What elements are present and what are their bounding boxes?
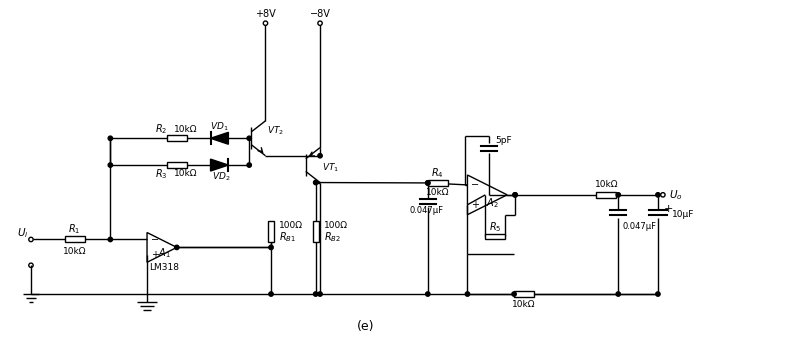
Text: $R_2$: $R_2$ [155, 122, 167, 136]
Text: $VT_2$: $VT_2$ [267, 124, 285, 137]
Circle shape [466, 292, 470, 296]
Text: 0.047μF: 0.047μF [622, 222, 656, 231]
Circle shape [108, 163, 113, 167]
Text: 10kΩ: 10kΩ [594, 180, 618, 189]
Text: $A_1$: $A_1$ [158, 246, 170, 260]
Text: $R_5$: $R_5$ [489, 221, 502, 235]
Circle shape [513, 193, 518, 197]
Bar [597, 192, 616, 198]
Circle shape [656, 292, 660, 296]
Text: 10kΩ: 10kΩ [426, 188, 450, 197]
Text: $R_3$: $R_3$ [155, 167, 167, 181]
Text: 10μF: 10μF [672, 210, 694, 219]
Bar [167, 162, 186, 168]
Text: +: + [664, 204, 674, 214]
Text: +: + [151, 250, 159, 260]
Text: $VD_2$: $VD_2$ [212, 171, 230, 183]
Circle shape [426, 292, 430, 296]
Bar [313, 221, 318, 243]
Circle shape [616, 292, 621, 296]
Circle shape [247, 136, 251, 141]
Circle shape [174, 245, 179, 250]
Polygon shape [210, 132, 228, 144]
Text: 10kΩ: 10kΩ [174, 169, 198, 179]
Circle shape [314, 292, 318, 296]
Text: −8V: −8V [310, 9, 330, 19]
Circle shape [426, 181, 430, 185]
Bar [65, 237, 85, 243]
Text: 10kΩ: 10kΩ [63, 247, 86, 256]
Circle shape [108, 136, 113, 141]
Circle shape [512, 292, 516, 296]
Circle shape [108, 237, 113, 242]
Circle shape [426, 181, 430, 185]
Bar [167, 135, 186, 141]
Bar [486, 234, 505, 239]
Text: +: + [471, 200, 479, 210]
Text: $VD_1$: $VD_1$ [210, 120, 229, 133]
Text: $A_2$: $A_2$ [486, 196, 498, 209]
Circle shape [656, 193, 660, 197]
Circle shape [318, 153, 322, 158]
Circle shape [269, 245, 274, 250]
Text: $R_4$: $R_4$ [431, 166, 444, 180]
Text: 100Ω: 100Ω [279, 221, 303, 230]
Text: $U_i$: $U_i$ [18, 227, 29, 240]
Circle shape [513, 193, 518, 197]
Bar [514, 291, 534, 297]
Bar [428, 180, 448, 186]
Bar [268, 221, 274, 243]
Text: −: − [151, 235, 159, 245]
Text: −: − [471, 180, 479, 190]
Text: LM318: LM318 [149, 263, 179, 272]
Text: $U_o$: $U_o$ [669, 188, 682, 202]
Text: $R_{B2}$: $R_{B2}$ [324, 231, 341, 244]
Text: (e): (e) [357, 320, 374, 333]
Text: 100Ω: 100Ω [324, 221, 348, 230]
Text: 10kΩ: 10kΩ [512, 300, 536, 309]
Circle shape [318, 292, 322, 296]
Text: $R_{B1}$: $R_{B1}$ [279, 231, 296, 244]
Polygon shape [210, 159, 228, 171]
Text: 0.047μF: 0.047μF [410, 206, 444, 215]
Circle shape [269, 292, 274, 296]
Text: 5pF: 5pF [495, 136, 511, 145]
Circle shape [314, 180, 318, 185]
Circle shape [247, 163, 251, 167]
Text: +8V: +8V [255, 9, 276, 19]
Text: 10kΩ: 10kΩ [174, 125, 198, 134]
Circle shape [616, 193, 621, 197]
Text: $VT_1$: $VT_1$ [322, 162, 339, 174]
Text: $R_1$: $R_1$ [69, 223, 81, 236]
